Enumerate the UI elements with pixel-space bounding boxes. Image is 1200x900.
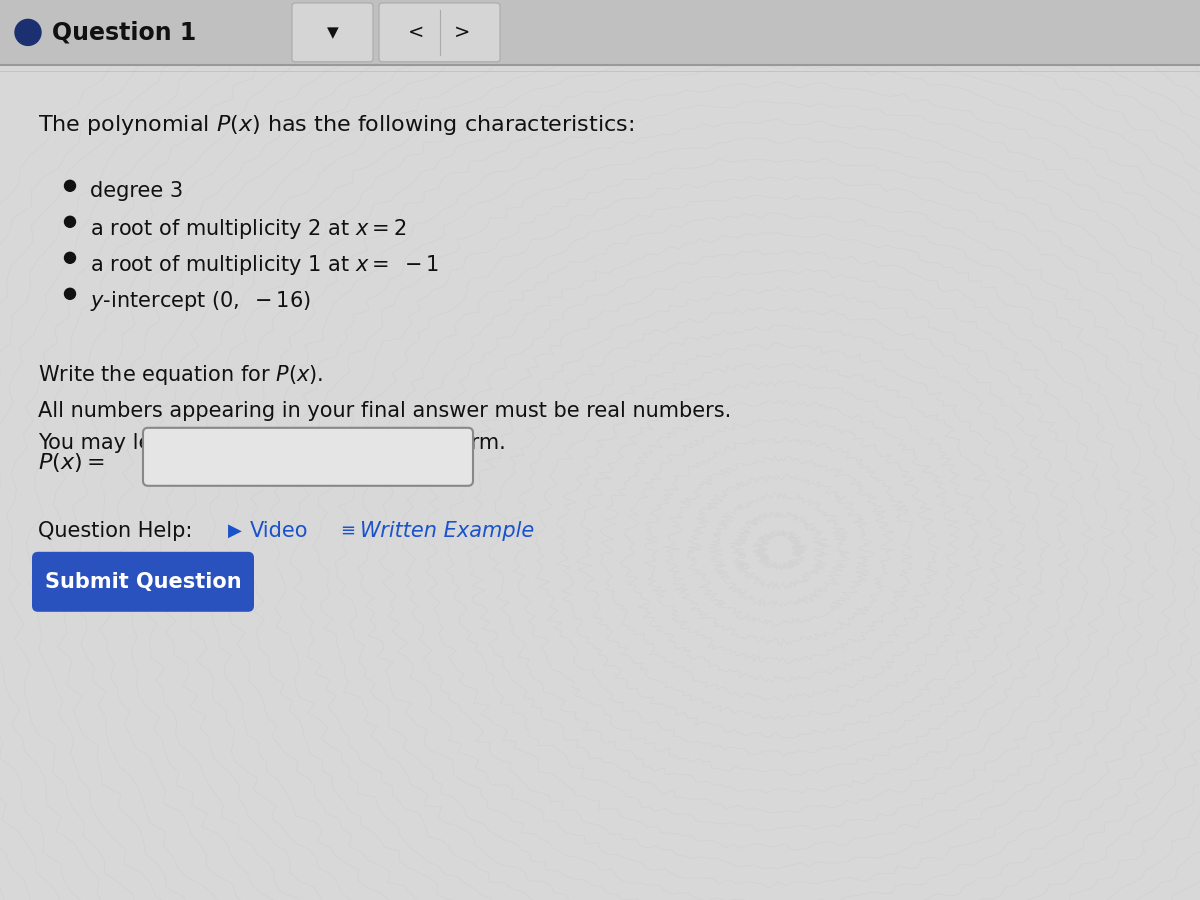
Circle shape	[65, 288, 76, 300]
Circle shape	[14, 20, 41, 45]
Circle shape	[65, 216, 76, 228]
Text: Write the equation for $P(x)$.: Write the equation for $P(x)$.	[38, 363, 323, 387]
Text: ▶: ▶	[228, 522, 242, 540]
Bar	[0, 0, 1200, 65]
Circle shape	[65, 180, 76, 192]
Text: a root of multiplicity 1 at $x =\ -1$: a root of multiplicity 1 at $x =\ -1$	[90, 253, 439, 277]
Text: $y$-intercept $(0,\ -16)$: $y$-intercept $(0,\ -16)$	[90, 289, 311, 313]
Text: >: >	[455, 22, 470, 42]
FancyBboxPatch shape	[143, 428, 473, 486]
Text: You may leave your answer in factored form.: You may leave your answer in factored fo…	[38, 433, 505, 453]
FancyBboxPatch shape	[292, 3, 373, 62]
Circle shape	[65, 252, 76, 264]
Text: Question 1: Question 1	[52, 21, 197, 44]
Text: The polynomial $P(x)$ has the following characteristics:: The polynomial $P(x)$ has the following …	[38, 112, 634, 137]
Text: Question Help:: Question Help:	[38, 521, 192, 541]
Text: Written Example: Written Example	[360, 521, 534, 541]
Text: All numbers appearing in your final answer must be real numbers.: All numbers appearing in your final answ…	[38, 400, 731, 421]
FancyBboxPatch shape	[32, 552, 254, 612]
Text: <: <	[408, 22, 425, 42]
Text: ≡: ≡	[340, 522, 355, 540]
Text: Submit Question: Submit Question	[44, 572, 241, 592]
Text: degree 3: degree 3	[90, 181, 184, 201]
Text: a root of multiplicity 2 at $x = 2$: a root of multiplicity 2 at $x = 2$	[90, 217, 407, 241]
Text: ▼: ▼	[326, 25, 338, 40]
FancyBboxPatch shape	[379, 3, 500, 62]
Text: $P(x) =$: $P(x) =$	[38, 451, 104, 474]
Text: Video: Video	[250, 521, 308, 541]
